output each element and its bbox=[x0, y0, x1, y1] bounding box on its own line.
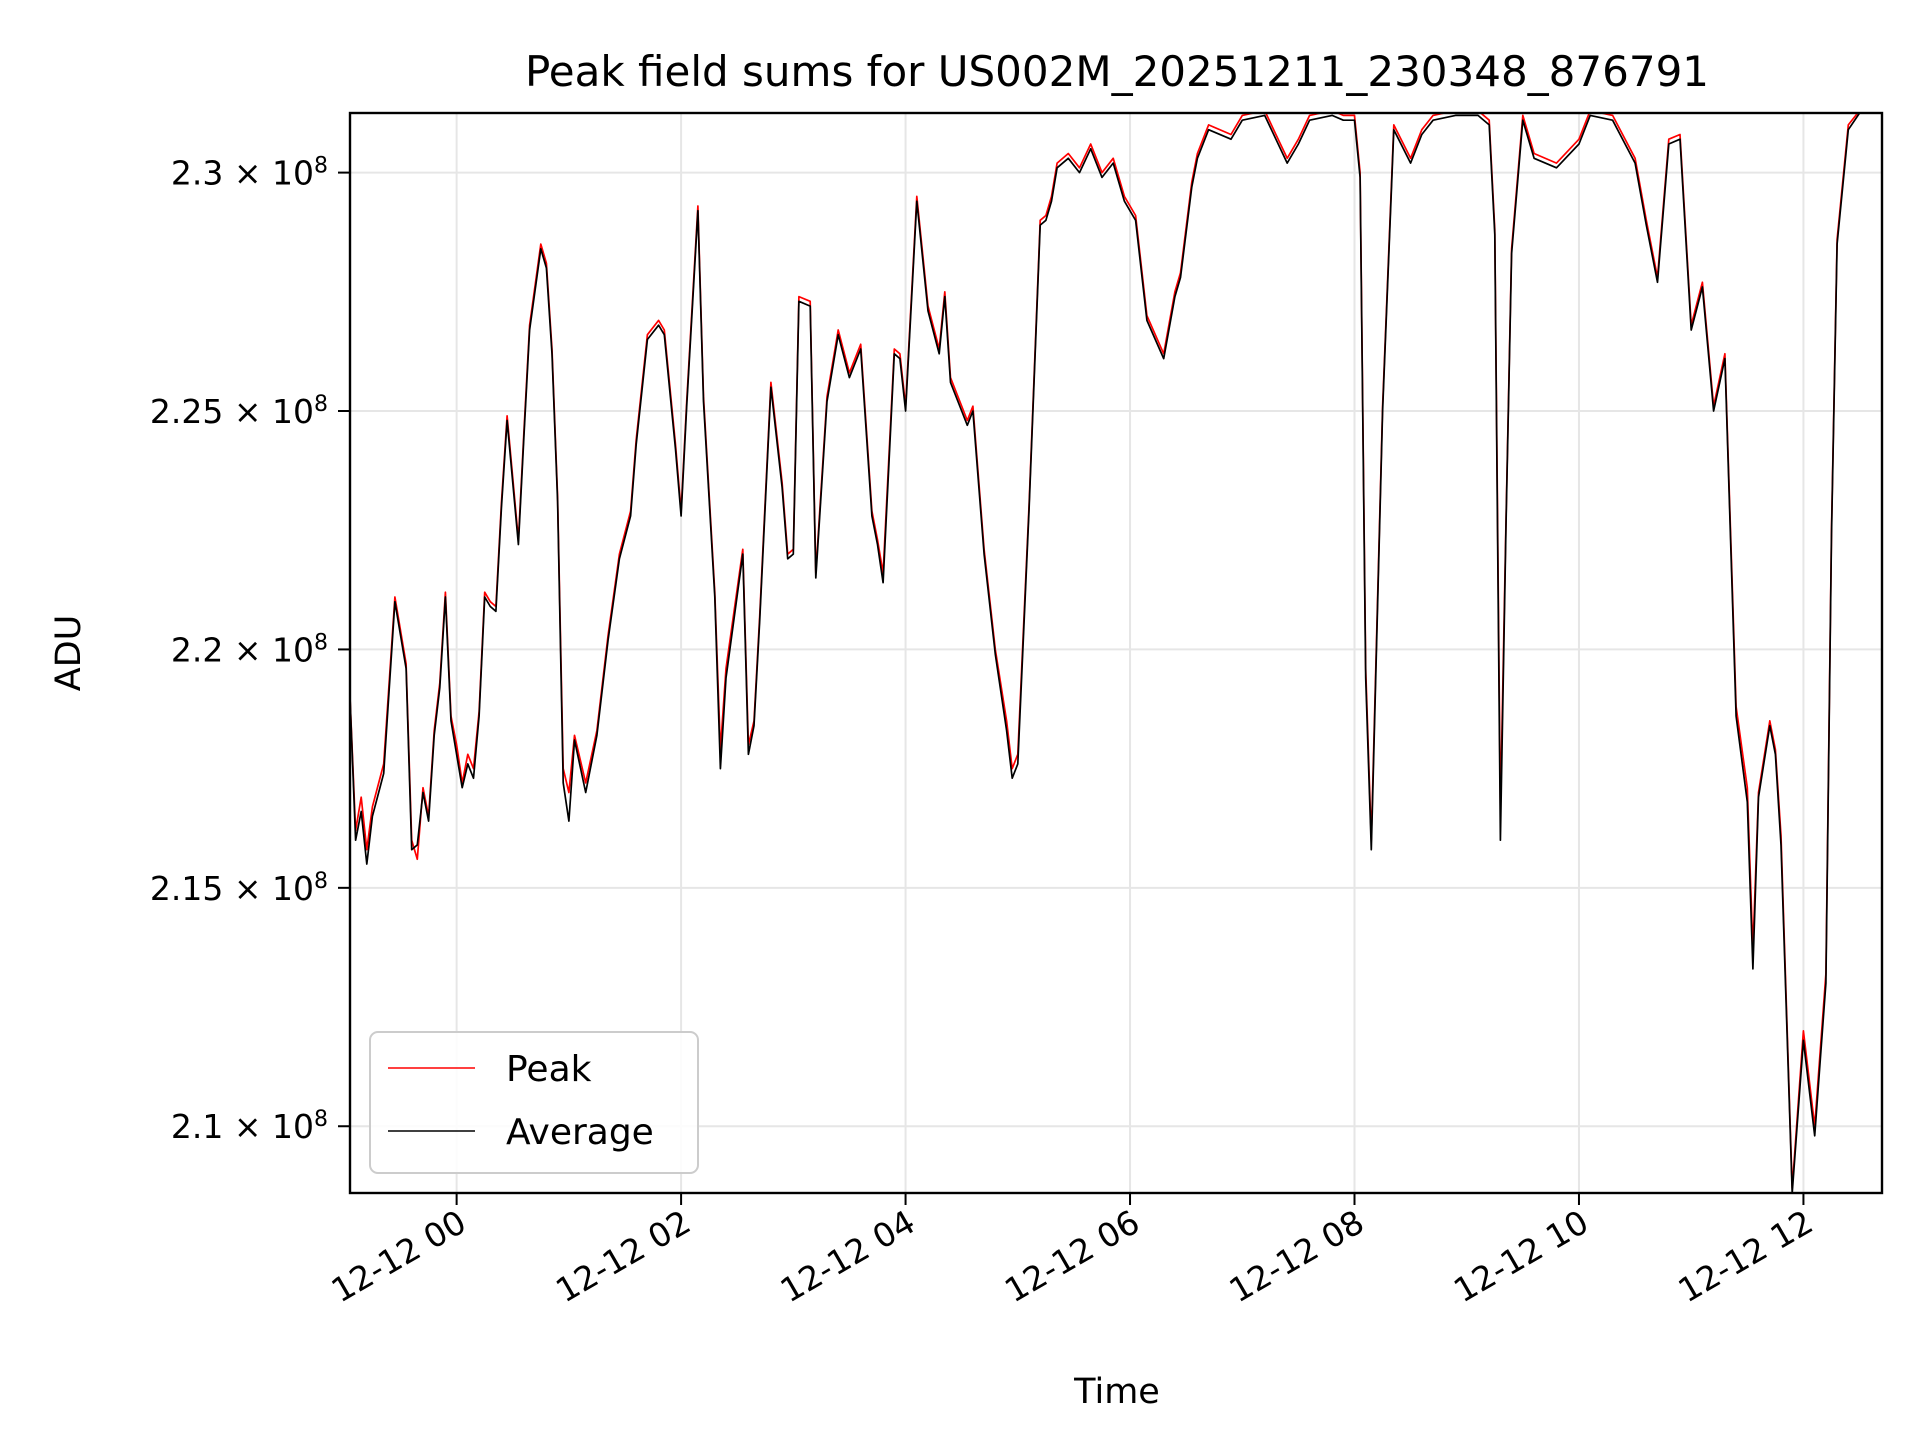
y-axis-label: ADU bbox=[49, 615, 89, 692]
grid bbox=[350, 113, 1882, 1193]
legend-label-peak: Peak bbox=[506, 1049, 592, 1090]
y-tick-label: 2.15 × 108 bbox=[150, 868, 328, 908]
chart-title: Peak field sums for US002M_20251211_2303… bbox=[525, 47, 1709, 96]
legend: Peak Average bbox=[369, 1031, 699, 1174]
y-tick-label: 2.25 × 108 bbox=[150, 392, 328, 432]
x-axis-label: Time bbox=[1073, 1372, 1160, 1412]
y-axis-ticks: 2.1 × 108 2.15 × 108 2.2 × 108 2.25 × 108 2.… bbox=[150, 153, 350, 1146]
y-tick-label: 2.3 × 108 bbox=[171, 153, 328, 193]
plot-frame bbox=[348, 111, 1884, 1195]
series-lines bbox=[350, 113, 1861, 1193]
y-tick-label: 2.2 × 108 bbox=[171, 630, 328, 670]
y-tick-label: 2.1 × 108 bbox=[171, 1107, 328, 1147]
series-line-average bbox=[350, 113, 1861, 1193]
legend-label-average: Average bbox=[506, 1112, 654, 1153]
